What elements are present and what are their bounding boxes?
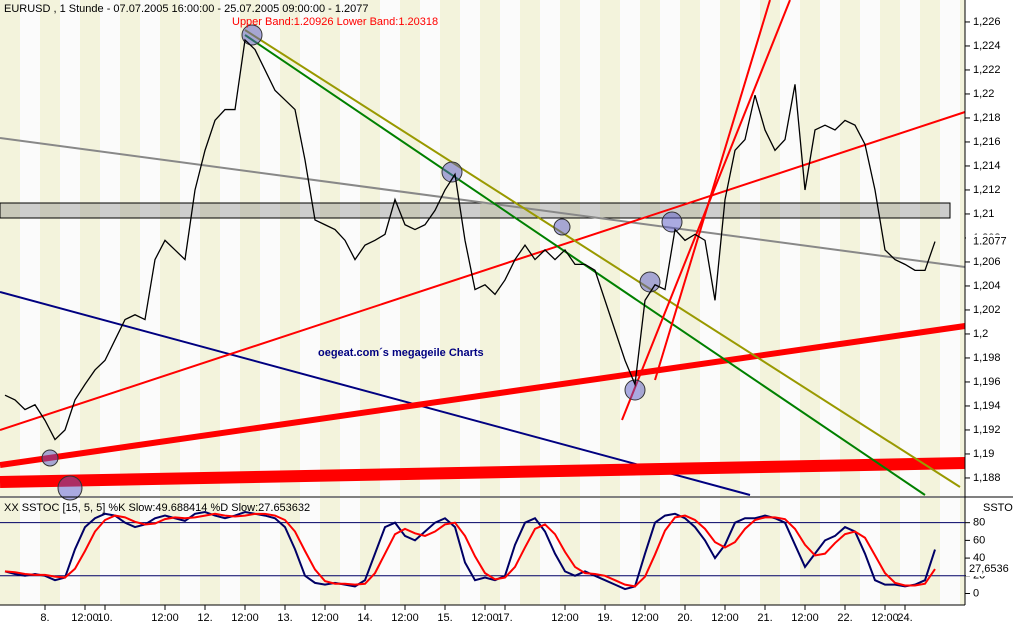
x-tick-label: 12:00 [391, 612, 419, 624]
x-tick-label: 12:00 [551, 612, 579, 624]
last-price-box [966, 234, 1012, 249]
y-tick-label: 1,224 [973, 40, 1001, 52]
annotation: oegeat.com´s megageile Charts [318, 347, 484, 359]
x-tick-label: 12:00 [871, 612, 899, 624]
y-tick-label: 1,214 [973, 160, 1001, 172]
y-tick-label: 1,204 [973, 280, 1001, 292]
x-tick-label: 12:00 [471, 612, 499, 624]
pivot-circle [639, 271, 661, 293]
last-value-box [966, 562, 1012, 577]
chart-subtitle: Upper Band:1.20926 Lower Band:1.20318 [232, 16, 438, 28]
last-value-label: 27,6536 [969, 563, 1009, 575]
y-tick-label: 1,218 [973, 112, 1001, 124]
trendline [0, 323, 966, 468]
lower-title: XX SSTOC [15, 5, 5] %K Slow:49.688414 %D… [4, 502, 310, 514]
x-tick-label: 21. [757, 612, 772, 624]
y-tick-label: 1,21 [973, 208, 994, 220]
pivot-circle [241, 24, 263, 46]
x-tick-label: 12:00 [791, 612, 819, 624]
y-tick-label: 1,19 [973, 448, 994, 460]
x-tick-label: 12:00 [71, 612, 99, 624]
series-line [4, 38, 936, 441]
lower-panel-bg [0, 498, 965, 605]
x-tick-label: 12:00 [311, 612, 339, 624]
trendlines [0, 0, 966, 496]
y-tick-label: 1,212 [973, 184, 1001, 196]
x-tick-label: 12:00 [711, 612, 739, 624]
x-tick-label: 12:00 [231, 612, 259, 624]
y-tick-label: 1,22 [973, 88, 994, 100]
trendline [0, 137, 966, 268]
y-tick-label: 1,196 [973, 376, 1001, 388]
y-tick-label: 1,188 [973, 472, 1001, 484]
x-tick-label: 12. [197, 612, 212, 624]
y-tick-label: 1,206 [973, 256, 1001, 268]
series-line [4, 512, 936, 588]
x-tick-label: 8. [40, 612, 49, 624]
y-tick-label: 60 [973, 534, 985, 546]
trendline [0, 291, 751, 496]
last-price-label: 1.2077 [973, 235, 1007, 247]
trendline [654, 0, 771, 381]
y-tick-label: 1,222 [973, 64, 1001, 76]
pivot-circles [41, 24, 683, 501]
pivot-circle [441, 161, 463, 183]
x-tick-label: 14. [357, 612, 372, 624]
x-tick-label: 12:00 [631, 612, 659, 624]
y-tick-label: 80 [973, 517, 985, 529]
y-tick-label: 0 [973, 587, 979, 599]
y-tick-label: 1,216 [973, 136, 1001, 148]
pivot-circle [41, 449, 59, 467]
y-tick-label: 40 [973, 552, 985, 564]
x-tick-label: 24. [897, 612, 912, 624]
lower-corner-label: SSTO [983, 502, 1013, 514]
x-tick-label: 20. [677, 612, 692, 624]
pivot-circle [57, 475, 83, 501]
x-tick-label: 22. [837, 612, 852, 624]
resistance-zone [0, 202, 951, 219]
x-tick-label: 12:00 [151, 612, 179, 624]
series-line [4, 511, 936, 591]
y-tick-label: 1,198 [973, 352, 1001, 364]
x-tick-label: 19. [597, 612, 612, 624]
y-tick-label: 1,194 [973, 400, 1001, 412]
trendline [244, 29, 961, 488]
pivot-circle [661, 211, 683, 233]
y-tick-label: 1,226 [973, 16, 1001, 28]
y-tick-label: 1,192 [973, 424, 1001, 436]
pivot-circle [553, 218, 571, 236]
x-tick-label: 13. [277, 612, 292, 624]
x-tick-label: 10. [97, 612, 112, 624]
chart-title: EURUSD , 1 Stunde - 07.07.2005 16:00:00 … [4, 3, 368, 15]
trendline [0, 457, 966, 488]
x-tick-label: 17. [497, 612, 512, 624]
y-tick-label: 1,202 [973, 304, 1001, 316]
trendline [0, 111, 966, 431]
x-tick-label: 15. [437, 612, 452, 624]
y-tick-label: 1,2 [973, 328, 988, 340]
